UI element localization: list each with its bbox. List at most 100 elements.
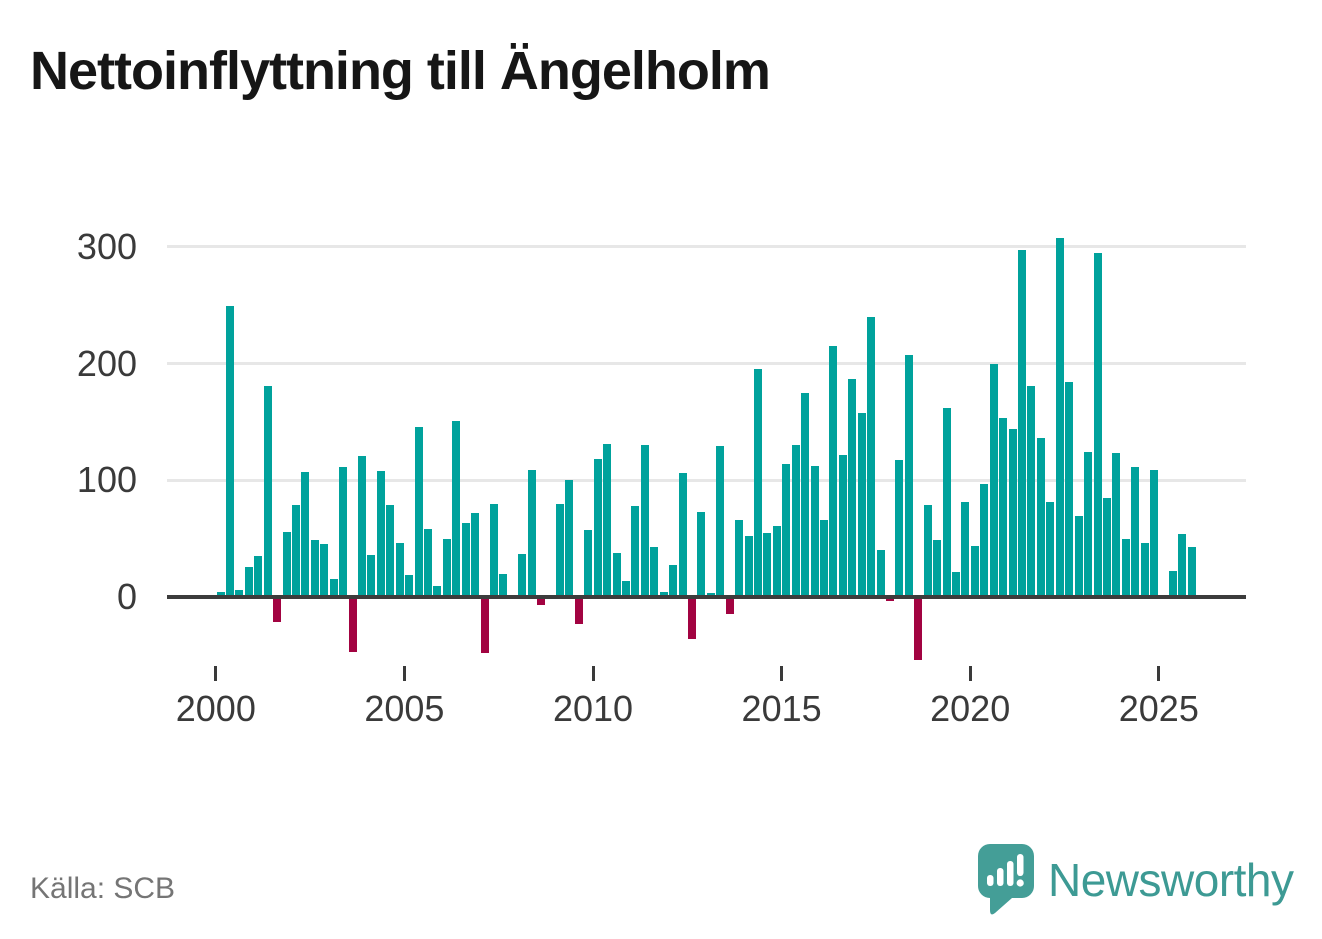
bar-2021-q3 bbox=[1027, 385, 1036, 597]
bar-2016-q3 bbox=[838, 454, 847, 597]
bar-2008-q1 bbox=[518, 553, 527, 597]
bar-2004-q3 bbox=[386, 504, 395, 597]
x-axis-tick bbox=[780, 666, 784, 681]
speech-bubble-bar-chart-icon bbox=[978, 844, 1034, 915]
bar-2016-q1 bbox=[820, 519, 829, 597]
bar-2022-q4 bbox=[1074, 516, 1083, 597]
x-axis-tick-label: 2000 bbox=[175, 688, 256, 729]
brand-logo: Newsworthy bbox=[978, 844, 1294, 916]
bar-2015-q1 bbox=[782, 463, 791, 597]
bar-2011-q3 bbox=[650, 546, 659, 597]
chart-title: Nettoinflyttning till Ängelholm bbox=[30, 41, 771, 101]
bar-2017-q4 bbox=[886, 599, 895, 602]
bar-2020-q4 bbox=[999, 418, 1008, 597]
bar-2003-q2 bbox=[339, 467, 348, 597]
x-axis-tick-label: 2020 bbox=[930, 688, 1011, 729]
bar-2017-q2 bbox=[867, 316, 876, 597]
bar-2016-q4 bbox=[848, 378, 857, 597]
x-axis-tick-label: 2005 bbox=[364, 688, 445, 729]
bar-2018-q1 bbox=[895, 460, 904, 597]
bar-2024-q3 bbox=[1140, 543, 1149, 597]
x-axis-tick-label: 2025 bbox=[1118, 688, 1199, 729]
bar-2005-q2 bbox=[414, 426, 423, 597]
bar-2002-q4 bbox=[320, 544, 329, 597]
bar-2020-q1 bbox=[970, 545, 979, 597]
brand-name: Newsworthy bbox=[1048, 854, 1294, 906]
bar-2017-q3 bbox=[876, 550, 885, 597]
y-axis-tick-label: 100 bbox=[76, 459, 137, 501]
bar-2000-q1 bbox=[216, 592, 225, 597]
bar-2009-q4 bbox=[584, 530, 593, 597]
bar-2006-q3 bbox=[461, 523, 470, 597]
bar-2023-q2 bbox=[1093, 252, 1102, 597]
bar-2023-q4 bbox=[1112, 453, 1121, 597]
bar-2019-q2 bbox=[942, 407, 951, 597]
bar-2020-q2 bbox=[980, 483, 989, 597]
bar-2001-q1 bbox=[254, 556, 263, 597]
bar-2021-q1 bbox=[1008, 428, 1017, 597]
bar-2012-q1 bbox=[669, 565, 678, 597]
bar-2007-q1 bbox=[480, 599, 489, 653]
bar-2013-q2 bbox=[716, 446, 725, 597]
bar-2005-q4 bbox=[433, 586, 442, 597]
bar-2005-q3 bbox=[423, 529, 432, 597]
x-axis-tick bbox=[1157, 666, 1161, 681]
bar-2015-q2 bbox=[791, 445, 800, 597]
bar-2000-q2 bbox=[225, 306, 234, 597]
bar-2025-q2 bbox=[1168, 571, 1177, 597]
bar-2018-q4 bbox=[923, 504, 932, 597]
bar-2003-q1 bbox=[329, 579, 338, 597]
bar-2009-q3 bbox=[574, 599, 583, 624]
y-gridline bbox=[167, 478, 1246, 482]
bar-2012-q4 bbox=[697, 511, 706, 597]
bar-2014-q2 bbox=[754, 369, 763, 597]
bar-2000-q4 bbox=[244, 566, 253, 597]
bar-2022-q3 bbox=[1065, 382, 1074, 597]
bar-2006-q4 bbox=[471, 512, 480, 597]
bar-2014-q4 bbox=[772, 525, 781, 597]
bar-2007-q3 bbox=[499, 573, 508, 597]
bar-2024-q4 bbox=[1150, 469, 1159, 597]
bar-2014-q3 bbox=[763, 532, 772, 597]
bar-2002-q1 bbox=[291, 504, 300, 597]
bar-2014-q1 bbox=[744, 536, 753, 597]
y-axis-tick-label: 300 bbox=[76, 225, 137, 267]
bar-2009-q2 bbox=[565, 480, 574, 597]
bar-2023-q3 bbox=[1102, 497, 1111, 597]
source-note: Källa: SCB bbox=[30, 872, 176, 905]
x-axis-tick-label: 2015 bbox=[741, 688, 822, 729]
y-axis-tick-label: 200 bbox=[76, 342, 137, 384]
bar-2011-q1 bbox=[631, 505, 640, 597]
bar-2012-q2 bbox=[678, 473, 687, 597]
y-gridline bbox=[167, 245, 1246, 249]
bar-2001-q3 bbox=[273, 599, 282, 623]
bar-2012-q3 bbox=[688, 599, 696, 639]
bar-2013-q3 bbox=[725, 599, 734, 615]
x-axis-line bbox=[167, 595, 1246, 599]
bar-2010-q1 bbox=[593, 459, 602, 597]
bar-2010-q4 bbox=[622, 580, 630, 597]
bar-2001-q4 bbox=[282, 531, 291, 597]
bar-2016-q2 bbox=[829, 346, 838, 597]
bar-2024-q1 bbox=[1121, 538, 1130, 597]
bar-2021-q2 bbox=[1018, 250, 1027, 597]
bar-2023-q1 bbox=[1084, 452, 1093, 597]
bar-2024-q2 bbox=[1131, 467, 1140, 597]
bar-2003-q3 bbox=[348, 599, 357, 652]
bar-2001-q2 bbox=[263, 385, 272, 597]
bar-2019-q1 bbox=[933, 539, 942, 597]
bar-2025-q4 bbox=[1187, 546, 1196, 597]
bar-2018-q2 bbox=[904, 355, 913, 597]
bar-2006-q2 bbox=[452, 420, 461, 597]
bar-2013-q4 bbox=[735, 519, 744, 597]
bar-2004-q2 bbox=[376, 470, 385, 597]
bar-2015-q3 bbox=[801, 392, 810, 597]
bar-2004-q1 bbox=[367, 554, 376, 597]
x-axis-tick-label: 2010 bbox=[552, 688, 634, 729]
bar-2011-q2 bbox=[640, 445, 649, 597]
bar-2019-q3 bbox=[952, 572, 961, 597]
bar-2017-q1 bbox=[857, 412, 866, 597]
bar-2020-q3 bbox=[989, 363, 998, 597]
x-axis-tick bbox=[591, 666, 595, 681]
